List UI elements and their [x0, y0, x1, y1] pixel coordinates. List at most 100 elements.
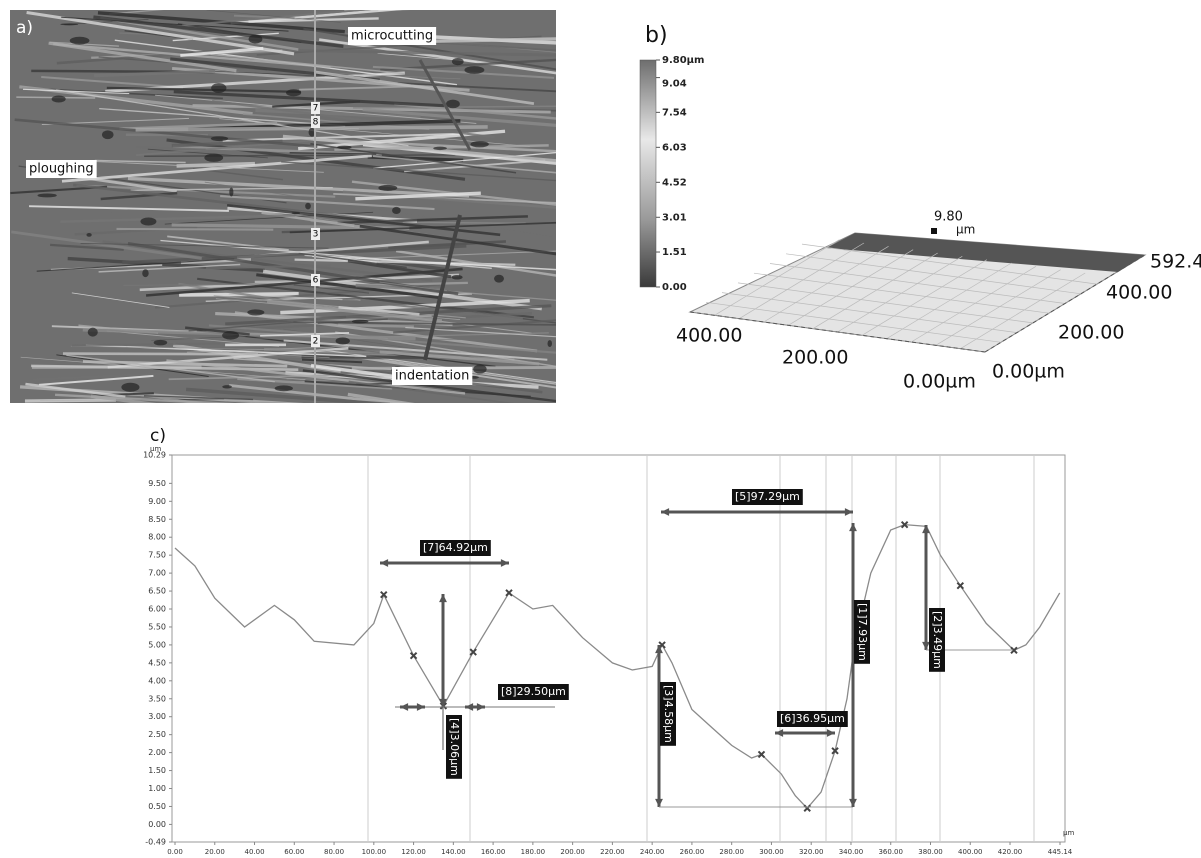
pit — [222, 385, 232, 388]
y-tick-label: 4.00 — [148, 676, 166, 685]
y-tick-label: 8.50 — [148, 515, 166, 524]
colorbar-tick-label: 7.54 — [662, 107, 687, 118]
colorbar-tick-label: 9.80µm — [662, 55, 704, 66]
line-marker: 8 — [313, 118, 319, 128]
pit — [249, 35, 263, 44]
x-tick-label: 400.00 — [958, 848, 983, 856]
y-tick-label: 9.00 — [148, 497, 166, 506]
axis-label: 0.00µm — [903, 371, 976, 393]
y-tick-label: 8.00 — [148, 533, 166, 542]
pit — [470, 141, 488, 147]
x-tick-label: 160.00 — [481, 848, 506, 856]
pit — [473, 365, 486, 374]
pit — [140, 217, 156, 225]
line-marker: 6 — [313, 276, 319, 286]
streak — [63, 354, 258, 355]
y-tick-label: 4.50 — [148, 658, 166, 667]
measurement: [2]3.49µm — [929, 608, 945, 672]
pit — [378, 185, 397, 191]
measurement: [1]7.93µm — [854, 600, 870, 664]
measurement-label: [8]29.50µm — [501, 685, 566, 698]
figure: a)microcuttingploughingindentation78362b… — [0, 0, 1201, 858]
y-tick-label: 0.00 — [148, 820, 166, 829]
y-tick-label: 3.00 — [148, 712, 166, 721]
line-marker: 7 — [313, 104, 319, 114]
panel-label: a) — [16, 18, 33, 38]
pit — [451, 275, 462, 280]
measurement-label: [5]97.29µm — [735, 490, 800, 503]
panel-label: b) — [645, 23, 668, 48]
peak-marker — [931, 228, 937, 234]
measurement-label: [7]64.92µm — [423, 541, 488, 554]
pit — [464, 66, 484, 74]
measurement-label: [4]3.06µm — [448, 718, 461, 776]
streak — [117, 229, 274, 230]
pit — [121, 383, 139, 392]
streak — [344, 0, 665, 11]
y-tick-label: 6.50 — [148, 587, 166, 596]
colorbar-tick-label: 6.03 — [662, 142, 687, 153]
axis-label: 200.00 — [1058, 322, 1124, 344]
axis-label: 200.00 — [782, 347, 848, 369]
measurement: [4]3.06µm — [446, 715, 462, 779]
pit — [292, 212, 301, 214]
pit — [494, 275, 504, 283]
pit — [446, 100, 460, 109]
line-marker: 3 — [313, 230, 319, 240]
pit — [247, 309, 264, 315]
pit — [286, 89, 301, 96]
colorbar — [640, 60, 656, 287]
streak — [378, 5, 525, 10]
x-tick-label: 420.00 — [998, 848, 1023, 856]
measurement-label: [1]7.93µm — [856, 603, 869, 661]
pit — [275, 385, 293, 391]
x-tick-label: 240.00 — [640, 848, 665, 856]
surface-3d — [640, 60, 1145, 352]
colorbar-tick-label: 3.01 — [662, 212, 687, 223]
y-tick-label: 9.50 — [148, 479, 166, 488]
pit — [154, 340, 167, 346]
measurement: [5]97.29µm — [732, 489, 803, 505]
y-tick-label: 2.00 — [148, 748, 166, 757]
y-tick-label: 7.50 — [148, 551, 166, 560]
y-tick-label: 10.29 — [143, 451, 166, 460]
axis-label: 592.43 — [1150, 251, 1201, 273]
y-tick-label: -0.49 — [145, 838, 166, 847]
y-tick-label: 0.50 — [148, 802, 166, 811]
pit — [211, 83, 226, 93]
x-tick-label: 60.00 — [284, 848, 304, 856]
x-tick-label: 260.00 — [680, 848, 705, 856]
pit — [70, 37, 90, 45]
measurement-label: [6]36.95µm — [780, 712, 845, 725]
pit — [142, 269, 148, 277]
y-tick-label: 2.50 — [148, 730, 166, 739]
measurement: [3]4.58µm — [660, 682, 676, 746]
pit — [102, 130, 114, 139]
colorbar-tick-label: 1.51 — [662, 247, 687, 258]
measurement: [6]36.95µm — [777, 711, 848, 727]
x-tick-label: 180.00 — [521, 848, 546, 856]
pit — [229, 187, 233, 196]
pit — [352, 320, 369, 324]
measurement-label: [2]3.49µm — [931, 611, 944, 669]
pit — [37, 193, 56, 197]
panel-label: c) — [150, 426, 166, 446]
x-tick-label: 0.00 — [167, 848, 183, 856]
y-tick-label: 5.50 — [148, 622, 166, 631]
annotation: microcutting — [351, 29, 433, 44]
x-tick-label: 300.00 — [759, 848, 784, 856]
colorbar-tick-label: 0.00 — [662, 282, 687, 293]
pit — [305, 203, 311, 210]
x-tick-label: 360.00 — [878, 848, 903, 856]
x-tick-label: 340.00 — [839, 848, 864, 856]
line-marker: 2 — [313, 337, 319, 347]
x-tick-label: 320.00 — [799, 848, 824, 856]
x-tick-label: 140.00 — [441, 848, 466, 856]
y-tick-label: 1.00 — [148, 784, 166, 793]
y-tick-label: 1.50 — [148, 766, 166, 775]
pit — [336, 337, 350, 344]
pit — [392, 207, 401, 214]
x-unit: µm — [1063, 829, 1074, 837]
measurement-label: [3]4.58µm — [662, 685, 675, 743]
y-tick-label: 6.00 — [148, 605, 166, 614]
